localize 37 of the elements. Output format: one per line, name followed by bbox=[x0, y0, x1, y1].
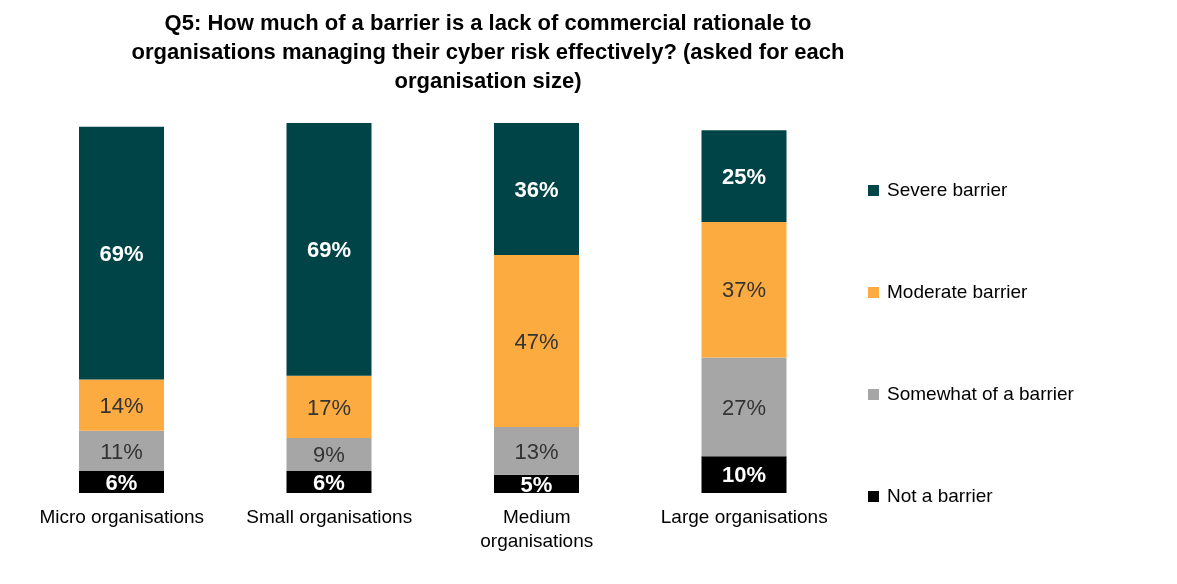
legend-label: Somewhat of a barrier bbox=[886, 383, 1075, 405]
bar bbox=[701, 221, 787, 358]
bar bbox=[286, 438, 372, 472]
data-label: 25% bbox=[721, 163, 767, 189]
x-tick-label: Micro organisations bbox=[39, 506, 205, 527]
x-tick-label: Small organisations bbox=[246, 506, 413, 527]
bar bbox=[79, 430, 164, 472]
data-label: 6% bbox=[313, 469, 345, 495]
bar bbox=[79, 126, 164, 380]
bar bbox=[701, 357, 787, 457]
bar bbox=[494, 427, 579, 475]
bar bbox=[701, 130, 787, 222]
bar bbox=[286, 375, 372, 439]
data-label: 47% bbox=[514, 328, 559, 354]
data-label: 14% bbox=[99, 392, 144, 418]
data-label: 27% bbox=[721, 394, 767, 420]
data-label: 37% bbox=[721, 277, 767, 303]
data-label: 9% bbox=[313, 442, 345, 468]
legend-label: Severe barrier bbox=[886, 179, 1009, 201]
data-label: 17% bbox=[306, 394, 352, 420]
bar bbox=[79, 379, 164, 431]
bar bbox=[494, 123, 579, 255]
data-label: 6% bbox=[105, 469, 138, 495]
data-label: 11% bbox=[100, 438, 143, 464]
x-tick-label: Large organisations bbox=[660, 506, 828, 527]
chart-title: Q5: How much of a barrier is a lack of commercial rationale to organisations managing their cyber risk effectively? (asked for each organisation size) bbox=[130, 9, 846, 95]
data-label: 13% bbox=[514, 438, 559, 464]
data-label: 5% bbox=[520, 471, 553, 497]
legend-label: Not a barrier bbox=[886, 485, 994, 507]
bar bbox=[494, 254, 579, 428]
x-tick-label: Medium organisations bbox=[480, 506, 594, 551]
data-label: 36% bbox=[514, 176, 559, 202]
bar bbox=[286, 123, 372, 376]
legend-label: Moderate barrier bbox=[886, 281, 1029, 303]
data-label: 69% bbox=[99, 240, 144, 266]
data-label: 69% bbox=[306, 237, 352, 263]
data-label: 10% bbox=[721, 462, 767, 488]
